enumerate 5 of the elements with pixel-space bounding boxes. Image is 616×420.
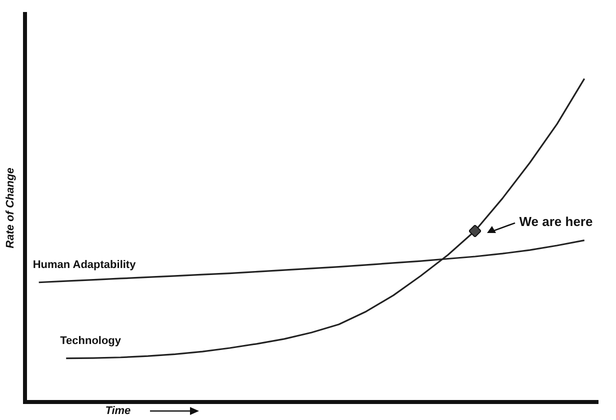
annotation: We are here — [519, 214, 593, 230]
x-axis-title: Time — [105, 405, 131, 418]
series-label: Technology — [60, 334, 122, 347]
series-label: Human Adaptability — [32, 258, 137, 271]
y-axis-title: Rate of Change — [4, 168, 17, 248]
